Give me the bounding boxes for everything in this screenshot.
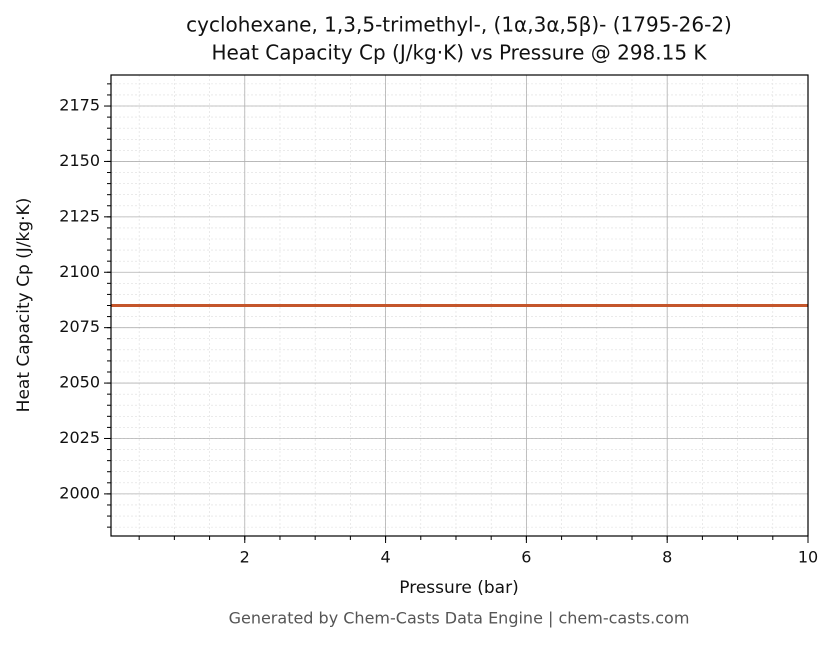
x-tick-label: 6 xyxy=(521,548,531,567)
y-tick-label: 2125 xyxy=(59,206,100,225)
y-tick-label: 2150 xyxy=(59,151,100,170)
y-tick-label: 2000 xyxy=(59,483,100,502)
x-tick-label: 10 xyxy=(798,548,818,567)
x-tick-label: 4 xyxy=(380,548,390,567)
x-tick-label: 2 xyxy=(240,548,250,567)
x-axis-label: Pressure (bar) xyxy=(399,578,518,598)
y-axis-label: Heat Capacity Cp (J/kg·K) xyxy=(14,198,34,413)
y-tick-label: 2050 xyxy=(59,373,100,392)
footer: Generated by Chem-Casts Data Engine | ch… xyxy=(229,609,690,628)
x-tick-label: 8 xyxy=(662,548,672,567)
y-tick-label: 2075 xyxy=(59,317,100,336)
plot-frame xyxy=(110,74,809,537)
y-tick-label: 2100 xyxy=(59,262,100,281)
y-tick-label: 2025 xyxy=(59,428,100,447)
y-tick-label: 2175 xyxy=(59,96,100,115)
chart-title: cyclohexane, 1,3,5-trimethyl-, (1α,3α,5β… xyxy=(186,13,732,37)
chart-subtitle: Heat Capacity Cp (J/kg·K) vs Pressure @ … xyxy=(211,41,707,65)
